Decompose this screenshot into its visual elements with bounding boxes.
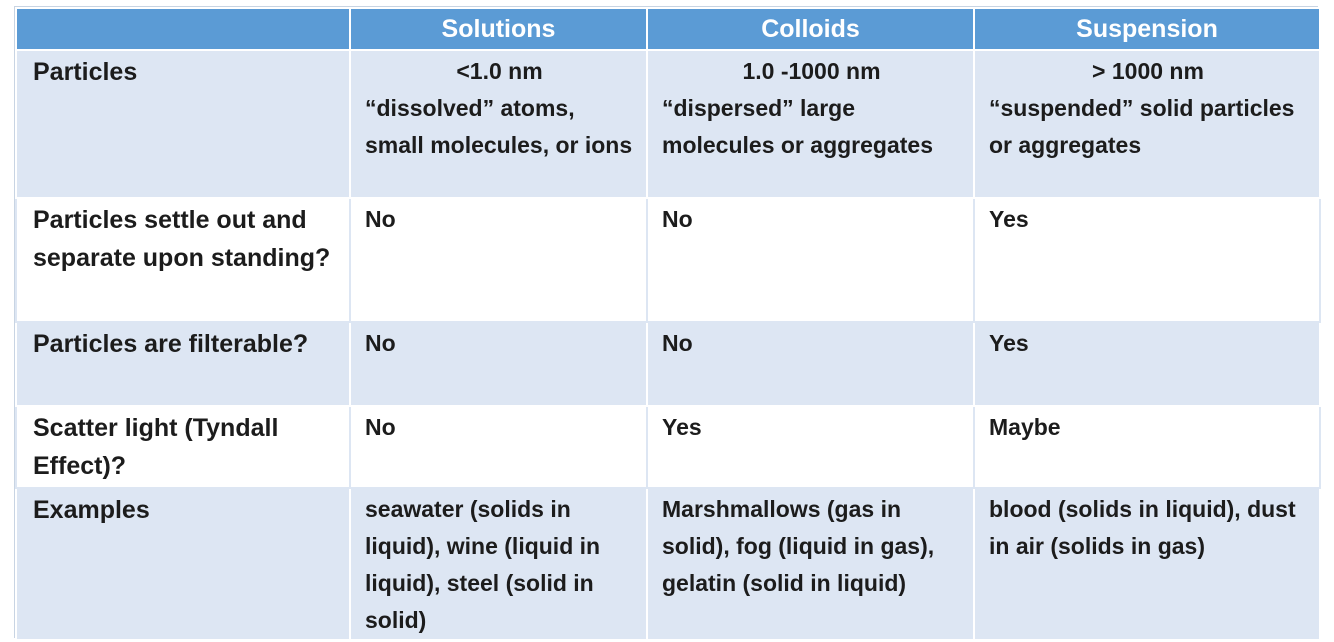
header-corner xyxy=(15,7,351,51)
header-suspension: Suspension xyxy=(973,7,1321,51)
cell-colloids-examples: Marshmallows (gas in solid), fog (liquid… xyxy=(646,487,975,641)
row-label-particles: Particles xyxy=(15,49,351,199)
header-row: Solutions Colloids Suspension xyxy=(15,7,1321,51)
cell-colloids-filterable: No xyxy=(646,321,975,407)
comparison-table-frame: Solutions Colloids Suspension Particles … xyxy=(14,6,1321,641)
particle-size-colloids: 1.0 -1000 nm xyxy=(742,58,881,84)
cell-solutions-settle: No xyxy=(349,197,648,323)
row-label-settle: Particles settle out and separate upon s… xyxy=(15,197,351,323)
particle-desc-colloids: “dispersed” large molecules or aggregate… xyxy=(662,95,933,158)
row-examples: Examples seawater (solids in liquid), wi… xyxy=(15,487,1321,641)
particle-desc-suspension: “suspended” solid particles or aggregate… xyxy=(989,95,1295,158)
row-settle: Particles settle out and separate upon s… xyxy=(15,197,1321,323)
cell-solutions-filterable: No xyxy=(349,321,648,407)
cell-colloids-scatter: Yes xyxy=(646,405,975,489)
cell-solutions-particles: <1.0 nm “dissolved” atoms, small molecul… xyxy=(349,49,648,199)
row-scatter-light: Scatter light (Tyndall Effect)? No Yes M… xyxy=(15,405,1321,489)
cell-suspension-examples: blood (solids in liquid), dust in air (s… xyxy=(973,487,1321,641)
cell-suspension-filterable: Yes xyxy=(973,321,1321,407)
particle-desc-solutions: “dissolved” atoms, small molecules, or i… xyxy=(365,95,633,158)
particle-size-suspension: > 1000 nm xyxy=(1092,58,1204,84)
header-solutions: Solutions xyxy=(349,7,648,51)
cell-suspension-settle: Yes xyxy=(973,197,1321,323)
cell-solutions-examples: seawater (solids in liquid), wine (liqui… xyxy=(349,487,648,641)
row-label-scatter-light: Scatter light (Tyndall Effect)? xyxy=(15,405,351,489)
cell-suspension-particles: > 1000 nm “suspended” solid particles or… xyxy=(973,49,1321,199)
row-label-filterable: Particles are filterable? xyxy=(15,321,351,407)
row-filterable: Particles are filterable? No No Yes xyxy=(15,321,1321,407)
comparison-table: Solutions Colloids Suspension Particles … xyxy=(15,7,1321,641)
cell-solutions-scatter: No xyxy=(349,405,648,489)
row-particles: Particles <1.0 nm “dissolved” atoms, sma… xyxy=(15,49,1321,199)
cell-colloids-settle: No xyxy=(646,197,975,323)
header-colloids: Colloids xyxy=(646,7,975,51)
cell-colloids-particles: 1.0 -1000 nm “dispersed” large molecules… xyxy=(646,49,975,199)
row-label-examples: Examples xyxy=(15,487,351,641)
particle-size-solutions: <1.0 nm xyxy=(456,58,543,84)
cell-suspension-scatter: Maybe xyxy=(973,405,1321,489)
